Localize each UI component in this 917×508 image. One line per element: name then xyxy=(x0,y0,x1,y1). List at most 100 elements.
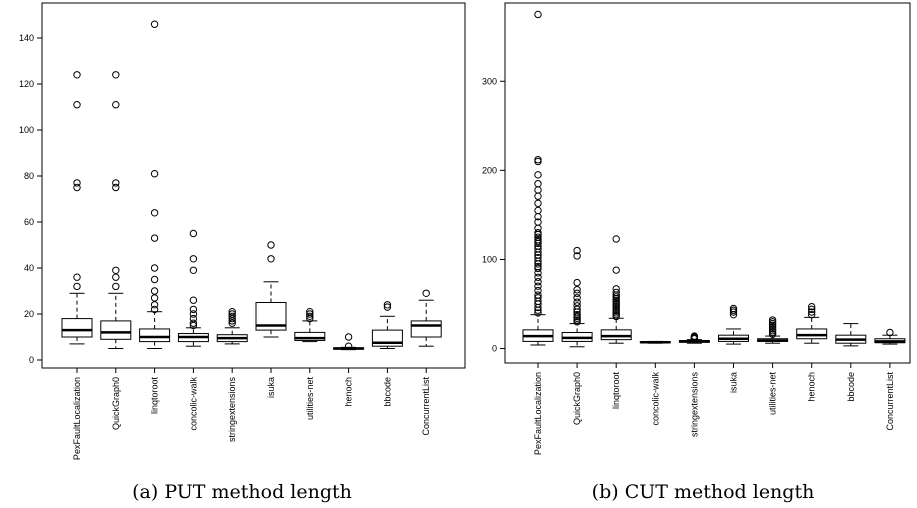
y-tick-label: 120 xyxy=(19,79,34,89)
outlier-point xyxy=(73,282,81,291)
y-tick-label: 60 xyxy=(24,217,34,227)
outlier-point xyxy=(112,273,120,281)
outlier-point xyxy=(73,101,81,109)
outlier-point xyxy=(112,282,120,291)
box-9 xyxy=(874,328,906,345)
outlier-point xyxy=(573,278,581,287)
y-tick-label: 80 xyxy=(24,171,34,181)
outlier-point xyxy=(344,342,353,350)
y-tick-label: 200 xyxy=(482,165,497,175)
outlier-point xyxy=(808,310,816,319)
category-label: ConcurrentList xyxy=(421,377,431,436)
outlier-point xyxy=(534,273,542,281)
category-label: concolic-walk xyxy=(188,377,198,431)
outlier-point xyxy=(383,303,392,311)
outlier-point xyxy=(383,301,392,309)
box-7 xyxy=(333,333,365,351)
outlier-point xyxy=(534,253,542,262)
put-caption: (a) PUT method length xyxy=(132,481,352,503)
box-0 xyxy=(61,71,93,345)
iqr-box xyxy=(294,331,326,341)
outlier-point xyxy=(534,278,542,286)
box-5 xyxy=(255,241,287,338)
outlier-point xyxy=(534,218,542,226)
outlier-point xyxy=(534,192,542,200)
outlier-point xyxy=(189,305,198,314)
category-label: linqtoroot xyxy=(611,372,621,410)
outlier-point xyxy=(112,266,120,274)
box-1 xyxy=(561,246,593,348)
box-7 xyxy=(796,302,828,344)
box-4 xyxy=(216,308,248,345)
category-label: PexFaultLocalization xyxy=(72,377,82,460)
iqr-box xyxy=(796,328,828,340)
outlier-point xyxy=(189,296,198,304)
outlier-point xyxy=(189,266,198,274)
category-label: concolic-walk xyxy=(650,372,660,426)
box-5 xyxy=(718,304,749,345)
outlier-point xyxy=(150,264,159,272)
box-4 xyxy=(678,332,710,344)
outlier-point xyxy=(150,209,159,217)
outlier-point xyxy=(73,183,81,192)
outlier-point xyxy=(768,316,777,324)
outlier-point xyxy=(150,305,159,314)
outlier-point xyxy=(344,333,353,341)
outlier-point xyxy=(534,10,542,19)
iqr-box xyxy=(100,320,132,340)
outlier-point xyxy=(808,308,816,316)
outlier-point xyxy=(73,179,81,187)
category-label: bbcode xyxy=(382,377,392,407)
outlier-point xyxy=(228,312,236,320)
outlier-point xyxy=(73,71,81,79)
category-label: utilities-net xyxy=(305,377,315,421)
y-tick-label: 0 xyxy=(492,344,497,354)
outlier-point xyxy=(150,275,159,284)
outlier-point xyxy=(534,309,542,317)
outlier-point xyxy=(573,294,581,302)
category-label: utilities-net xyxy=(768,372,778,416)
outlier-point xyxy=(150,294,159,302)
outlier-point xyxy=(189,255,198,263)
outlier-point xyxy=(534,199,542,208)
outlier-point xyxy=(306,312,314,320)
category-label: ConcurrentList xyxy=(885,372,895,431)
outlier-point xyxy=(150,301,159,309)
outlier-point xyxy=(886,328,894,337)
outlier-point xyxy=(573,305,581,314)
outlier-point xyxy=(690,332,699,340)
outlier-point xyxy=(573,289,581,298)
box-8 xyxy=(371,301,403,349)
outlier-point xyxy=(612,266,620,274)
plot-frame xyxy=(41,2,466,369)
outlier-point xyxy=(267,241,275,249)
category-label: QuickGraph0 xyxy=(111,377,121,430)
outlier-point xyxy=(112,183,120,192)
outlier-point xyxy=(150,20,159,28)
outlier-point xyxy=(189,229,198,238)
outlier-point xyxy=(534,180,542,188)
y-tick-label: 0 xyxy=(29,355,34,365)
outlier-point xyxy=(612,285,620,293)
outlier-point xyxy=(534,286,542,295)
y-tick-label: 100 xyxy=(19,125,34,135)
iqr-box xyxy=(61,318,93,338)
category-label: stringextensions xyxy=(689,372,699,438)
outlier-point xyxy=(534,224,542,232)
box-2 xyxy=(139,20,171,349)
outlier-point xyxy=(150,287,159,295)
outlier-point xyxy=(573,286,581,294)
outlier-point xyxy=(808,305,816,314)
outlier-point xyxy=(534,229,542,237)
box-3 xyxy=(639,340,671,344)
outlier-point xyxy=(73,273,81,281)
cut-caption: (b) CUT method length xyxy=(592,481,815,503)
outlier-point xyxy=(150,170,159,178)
box-2 xyxy=(600,235,632,344)
outlier-point xyxy=(729,304,738,313)
outlier-point xyxy=(189,310,198,318)
category-label: PexFaultLocalization xyxy=(533,372,543,455)
outlier-point xyxy=(534,262,542,271)
y-tick-label: 20 xyxy=(24,309,34,319)
